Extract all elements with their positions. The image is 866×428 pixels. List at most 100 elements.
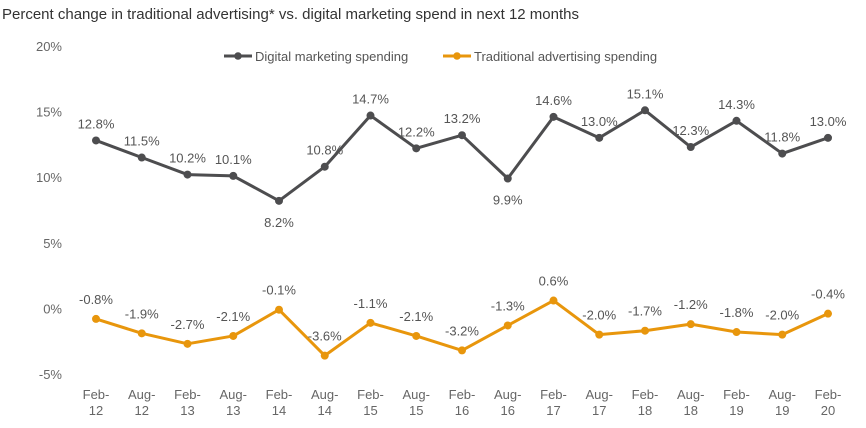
x-tick-label: Feb-18 [632, 387, 659, 418]
data-point [595, 330, 604, 339]
data-label: 13.0% [810, 114, 847, 129]
data-point [366, 318, 375, 327]
data-point [824, 133, 832, 142]
data-label: 13.2% [444, 111, 481, 126]
y-tick-label: 20% [36, 39, 62, 54]
data-label: -3.2% [445, 323, 479, 338]
data-label: -0.4% [811, 287, 845, 302]
data-point [229, 331, 238, 340]
data-label: -1.9% [125, 306, 159, 321]
data-label: -2.0% [582, 308, 616, 323]
data-label: -0.1% [262, 283, 296, 298]
data-label: 12.8% [78, 116, 115, 131]
data-point [458, 346, 466, 355]
data-point [412, 144, 421, 153]
data-point [366, 111, 375, 120]
data-label: 13.0% [581, 114, 618, 129]
data-label: -1.7% [628, 304, 662, 319]
data-label: 0.6% [539, 274, 569, 289]
data-label: 12.2% [398, 124, 435, 139]
legend-label: Traditional advertising spending [474, 49, 657, 64]
data-label: -0.8% [79, 292, 113, 307]
x-tick-label: Feb-12 [83, 387, 110, 418]
data-point [92, 136, 100, 145]
data-point [732, 328, 741, 337]
y-tick-label: 15% [36, 105, 62, 120]
data-label: 14.7% [352, 92, 389, 107]
legend-label: Digital marketing spending [255, 49, 408, 64]
x-tick-label: Aug-15 [403, 387, 430, 418]
y-tick-label: 10% [36, 170, 62, 185]
legend-swatch-marker [453, 52, 461, 60]
x-tick-label: Aug-18 [677, 387, 704, 418]
y-axis: 20% 15% 10% 5% 0% -5% [36, 39, 62, 382]
data-point [686, 320, 695, 329]
x-tick-label: Feb-20 [815, 387, 842, 418]
data-point [229, 171, 238, 180]
x-axis: Feb-12 Aug-12 Feb-13 Aug-13 Feb-14 Aug-14 Feb-… [83, 387, 842, 418]
x-tick-label: Feb-15 [357, 387, 384, 418]
data-label: 14.6% [535, 93, 572, 108]
data-labels: 12.8% 11.5% 10.2% 10.1% 8.2% 10.8% 14.7% 12.2% 1… [78, 86, 847, 343]
data-point [275, 305, 283, 314]
data-point [458, 131, 466, 140]
data-point [92, 314, 100, 323]
data-label: 10.2% [169, 151, 206, 166]
x-tick-label: Aug-17 [586, 387, 613, 418]
x-tick-label: Feb-13 [174, 387, 201, 418]
legend-swatch-marker [234, 52, 242, 60]
data-label: -1.3% [491, 298, 525, 313]
data-point [686, 143, 695, 152]
series-traditional [92, 296, 832, 360]
y-tick-label: -5% [39, 367, 63, 382]
x-tick-label: Aug-13 [220, 387, 247, 418]
data-point [412, 331, 421, 340]
data-point [824, 309, 832, 318]
x-tick-label: Aug-16 [494, 387, 521, 418]
data-point [503, 321, 512, 330]
data-point [503, 174, 512, 183]
data-label: 12.3% [672, 123, 709, 138]
x-tick-label: Aug-19 [769, 387, 796, 418]
x-tick-label: Feb-14 [266, 387, 293, 418]
data-label: 10.1% [215, 152, 252, 167]
x-tick-label: Aug-14 [311, 387, 338, 418]
data-point [137, 329, 146, 338]
x-tick-label: Feb-19 [723, 387, 750, 418]
data-point [641, 326, 649, 335]
data-point [595, 133, 604, 142]
data-point [549, 296, 558, 305]
data-point [549, 112, 558, 121]
data-point [183, 339, 192, 348]
data-label: 10.8% [306, 143, 343, 158]
legend-item: Digital marketing spending [224, 49, 408, 64]
data-label: -1.1% [354, 296, 388, 311]
data-point [778, 330, 787, 339]
data-label: -2.1% [399, 309, 433, 324]
data-point [275, 196, 283, 205]
data-label: -2.0% [765, 308, 799, 323]
data-label: 15.1% [627, 86, 664, 101]
series-layer [92, 106, 832, 360]
legend-item: Traditional advertising spending [443, 49, 657, 64]
data-point [183, 170, 192, 179]
y-tick-label: 5% [43, 236, 62, 251]
x-tick-label: Feb-17 [540, 387, 567, 418]
data-label: 11.5% [124, 134, 160, 149]
data-label: 11.8% [764, 130, 800, 145]
series-digital [92, 106, 832, 205]
data-label: -2.1% [216, 309, 250, 324]
data-label: 8.2% [264, 215, 294, 230]
data-label: -3.6% [308, 329, 342, 344]
data-point [320, 351, 329, 360]
x-tick-label: Aug-12 [128, 387, 155, 418]
data-label: -1.8% [720, 305, 754, 320]
data-point [732, 116, 741, 125]
data-label: 14.3% [718, 97, 755, 112]
data-label: -1.2% [674, 297, 708, 312]
chart-title: Percent change in traditional advertisin… [2, 6, 579, 23]
legend: Digital marketing spending Traditional ad… [224, 49, 657, 64]
data-point [778, 149, 787, 158]
data-point [641, 106, 649, 115]
